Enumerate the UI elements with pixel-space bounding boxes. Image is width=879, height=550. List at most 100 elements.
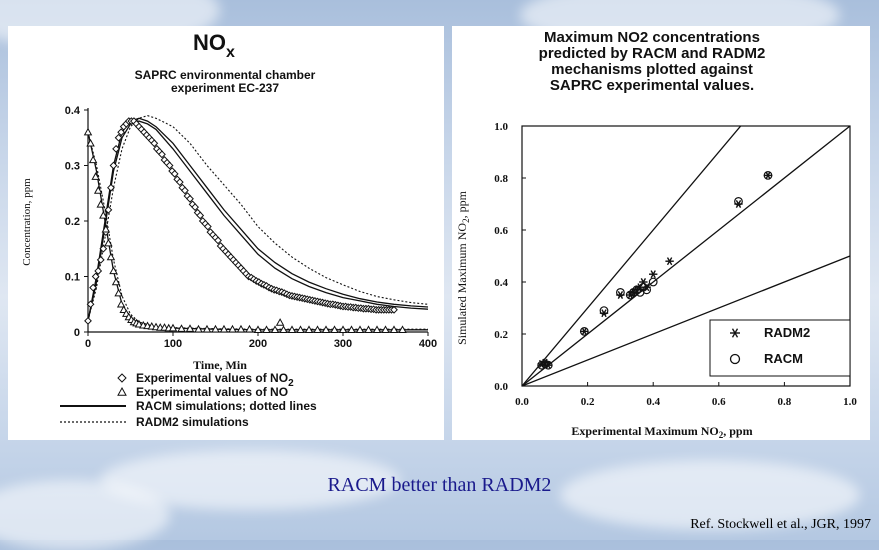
no-marker bbox=[275, 318, 285, 326]
no-marker bbox=[228, 324, 237, 333]
chart-title-subscript: x bbox=[226, 44, 235, 61]
no2-marker bbox=[99, 244, 108, 253]
y-tick-label: 0.2 bbox=[494, 329, 508, 341]
no2-marker bbox=[175, 178, 184, 187]
legend-label: Experimental values of NO bbox=[136, 385, 288, 399]
chart-title-line1: Maximum NO2 concentrations bbox=[544, 29, 760, 46]
cloud bbox=[0, 480, 170, 550]
no-marker bbox=[104, 238, 113, 247]
no-marker bbox=[296, 325, 305, 333]
no2-marker bbox=[214, 236, 222, 245]
no-marker bbox=[236, 324, 246, 333]
no2-marker bbox=[203, 222, 212, 231]
legend-label-text: Experimental values of NO bbox=[136, 371, 288, 385]
legend-label-text: RACM simulations; dotted lines bbox=[136, 399, 317, 413]
no-marker bbox=[330, 325, 339, 333]
no2-marker bbox=[96, 255, 105, 264]
radm2-marker bbox=[649, 270, 658, 279]
no2-marker bbox=[117, 373, 127, 383]
no-marker bbox=[202, 324, 212, 333]
no-marker bbox=[321, 325, 331, 333]
racm-marker bbox=[642, 285, 652, 295]
no-marker bbox=[168, 323, 178, 332]
x-tick-label: 200 bbox=[249, 338, 267, 350]
no-marker bbox=[287, 325, 297, 333]
racm-marker bbox=[579, 327, 589, 336]
racm-marker bbox=[734, 196, 743, 206]
scatter-chart: Maximum NO2 concentrations predicted by … bbox=[455, 29, 857, 440]
x-tick-label: 0.8 bbox=[778, 396, 792, 408]
scatter-chart-panel: Maximum NO2 concentrations predicted by … bbox=[452, 26, 870, 440]
no2-marker bbox=[112, 144, 120, 153]
no-marker bbox=[114, 288, 123, 297]
chart-title: NOx bbox=[193, 30, 235, 61]
reference-line bbox=[521, 255, 851, 387]
x-tick-label: 300 bbox=[334, 338, 352, 350]
racm-marker bbox=[543, 360, 553, 370]
no-marker bbox=[101, 224, 111, 233]
no2-marker bbox=[84, 316, 92, 325]
reference-line bbox=[521, 125, 851, 387]
no-marker bbox=[372, 325, 382, 333]
no-marker bbox=[116, 299, 126, 308]
x-tick-label: 400 bbox=[419, 338, 437, 350]
racm-sim-line bbox=[87, 120, 429, 322]
y-tick-label: 0 bbox=[74, 327, 80, 339]
x-tick-label: 100 bbox=[164, 338, 182, 350]
radm2-sim-line bbox=[87, 132, 428, 330]
no-marker bbox=[219, 324, 229, 333]
no-marker bbox=[177, 324, 186, 332]
x-axis-label: Time, Min bbox=[193, 358, 247, 372]
x-axis-label-unit: , ppm bbox=[723, 424, 752, 438]
legend-label: RADM2 simulations bbox=[136, 415, 249, 429]
no-marker bbox=[96, 199, 105, 208]
no-marker bbox=[106, 252, 116, 261]
no-marker bbox=[262, 325, 271, 333]
legend-label: RADM2 bbox=[764, 325, 810, 340]
radm2-marker bbox=[763, 171, 773, 180]
no2-marker bbox=[165, 161, 174, 170]
racm-marker bbox=[599, 306, 609, 316]
x-axis-label: Experimental Maximum NO2, ppm bbox=[571, 424, 752, 440]
no2-marker bbox=[390, 305, 398, 314]
no2-marker bbox=[117, 128, 126, 137]
no2-marker bbox=[86, 300, 95, 309]
no2-marker bbox=[89, 283, 98, 292]
legend-label: RACM bbox=[764, 351, 803, 366]
no-marker bbox=[211, 324, 220, 333]
x-tick-label: 0 bbox=[85, 338, 91, 350]
y-tick-label: 0.8 bbox=[494, 173, 508, 185]
legend-item: RACM bbox=[729, 351, 803, 366]
no2-marker bbox=[186, 194, 194, 203]
no2-marker bbox=[180, 186, 189, 195]
no2-marker bbox=[104, 205, 113, 214]
legend-item: RACM simulations; dotted lines bbox=[60, 399, 317, 413]
no-marker bbox=[83, 127, 93, 136]
no2-marker bbox=[170, 169, 179, 178]
no-marker bbox=[270, 325, 280, 333]
no-marker bbox=[338, 325, 348, 333]
reference-line bbox=[521, 125, 742, 387]
y-axis-label: Concentration, ppm bbox=[21, 178, 33, 266]
no-marker bbox=[91, 172, 100, 180]
no-marker bbox=[134, 319, 144, 328]
no2-marker bbox=[150, 139, 159, 148]
legend-item: Experimental values of NO bbox=[117, 385, 288, 399]
racm-sim-line bbox=[87, 132, 428, 331]
radm2-sim-line bbox=[87, 115, 429, 322]
no-marker bbox=[99, 211, 108, 219]
x-tick-label: 0.2 bbox=[581, 396, 595, 408]
chart-title-line4: SAPRC experimental values. bbox=[550, 77, 754, 94]
chart-subtitle-line2: experiment EC-237 bbox=[171, 81, 279, 95]
no-marker bbox=[347, 325, 356, 333]
no-marker bbox=[245, 324, 254, 333]
no-marker bbox=[389, 325, 399, 333]
x-tick-label: 1.0 bbox=[843, 396, 857, 408]
no-marker bbox=[109, 266, 118, 275]
slide-caption: RACM better than RADM2 bbox=[327, 474, 552, 496]
y-axis-label: Simulated Maximum NO2, ppm bbox=[455, 190, 471, 345]
y-tick-label: 0.1 bbox=[65, 272, 80, 284]
x-tick-label: 0.6 bbox=[712, 396, 726, 408]
chart-title-line2: predicted by RACM and RADM2 bbox=[539, 45, 766, 62]
